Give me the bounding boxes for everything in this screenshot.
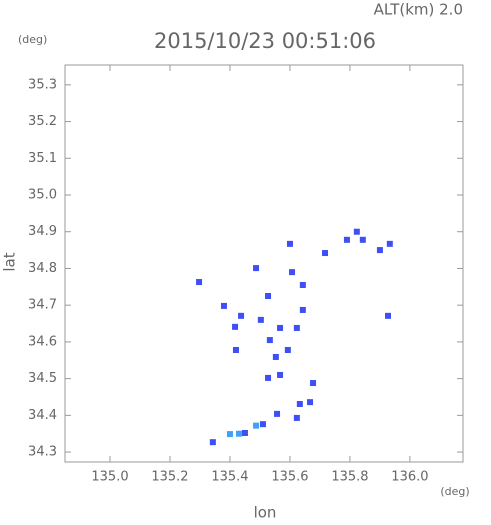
echo-cell (343, 236, 350, 243)
y-tick-label: 34.4 (28, 408, 57, 423)
echo-cell (277, 324, 284, 331)
y-tick-label: 35.2 (28, 114, 57, 129)
echo-cell (232, 346, 239, 353)
echo-cell (296, 400, 303, 407)
echo-cell (226, 431, 233, 438)
y-tick-label: 34.5 (28, 371, 57, 386)
echo-cell (257, 316, 264, 323)
echo-cell (253, 265, 260, 272)
x-tick-label: 136.0 (391, 470, 428, 485)
chart-title: 2015/10/23 00:51:06 (154, 29, 376, 53)
echo-cell (265, 293, 272, 300)
y-tick-label: 35.0 (28, 188, 57, 203)
echo-cell (253, 422, 260, 429)
echo-cell (284, 346, 291, 353)
y-tick-label: 34.8 (28, 261, 57, 276)
y-unit: (deg) (18, 33, 47, 46)
echo-cell (359, 236, 366, 243)
echo-cell (274, 410, 281, 417)
echo-cell (353, 228, 360, 235)
echo-cell (277, 371, 284, 378)
x-tick-label: 135.4 (211, 470, 248, 485)
x-tick-label: 135.6 (271, 470, 308, 485)
echo-cell (265, 374, 272, 381)
echo-cell (299, 306, 306, 313)
y-tick-label: 35.1 (28, 151, 57, 166)
echo-cell (376, 247, 383, 254)
y-tick-label: 34.7 (28, 298, 57, 313)
echo-cell (307, 399, 314, 406)
x-tick-label: 135.8 (331, 470, 368, 485)
echo-cell (220, 302, 227, 309)
echo-cell (232, 323, 239, 330)
plot-frame (64, 64, 464, 463)
echo-cell (385, 312, 392, 319)
x-unit: (deg) (440, 485, 469, 498)
echo-cell (196, 279, 203, 286)
echo-cell (299, 281, 306, 288)
echo-cell (235, 430, 242, 437)
echo-cell (266, 337, 273, 344)
x-tick-label: 135.2 (151, 470, 188, 485)
x-axis-label: lon (254, 504, 277, 522)
altitude-label: ALT(km) 2.0 (374, 1, 463, 19)
echo-cell (310, 380, 317, 387)
echo-cell (272, 353, 279, 360)
y-tick-label: 34.6 (28, 334, 57, 349)
y-tick-label: 35.3 (28, 77, 57, 92)
y-tick-label: 34.9 (28, 224, 57, 239)
echo-cell (293, 414, 300, 421)
echo-cell (209, 439, 216, 446)
echo-cell (322, 250, 329, 257)
echo-cell (293, 324, 300, 331)
echo-cell (238, 312, 245, 319)
y-axis-label: lat (1, 252, 19, 271)
echo-cell (259, 421, 266, 428)
echo-cell (241, 429, 248, 436)
x-tick-label: 135.0 (91, 470, 128, 485)
echo-cell (289, 269, 296, 276)
y-tick-label: 34.3 (28, 445, 57, 460)
echo-cell (286, 240, 293, 247)
echo-cell (386, 240, 393, 247)
